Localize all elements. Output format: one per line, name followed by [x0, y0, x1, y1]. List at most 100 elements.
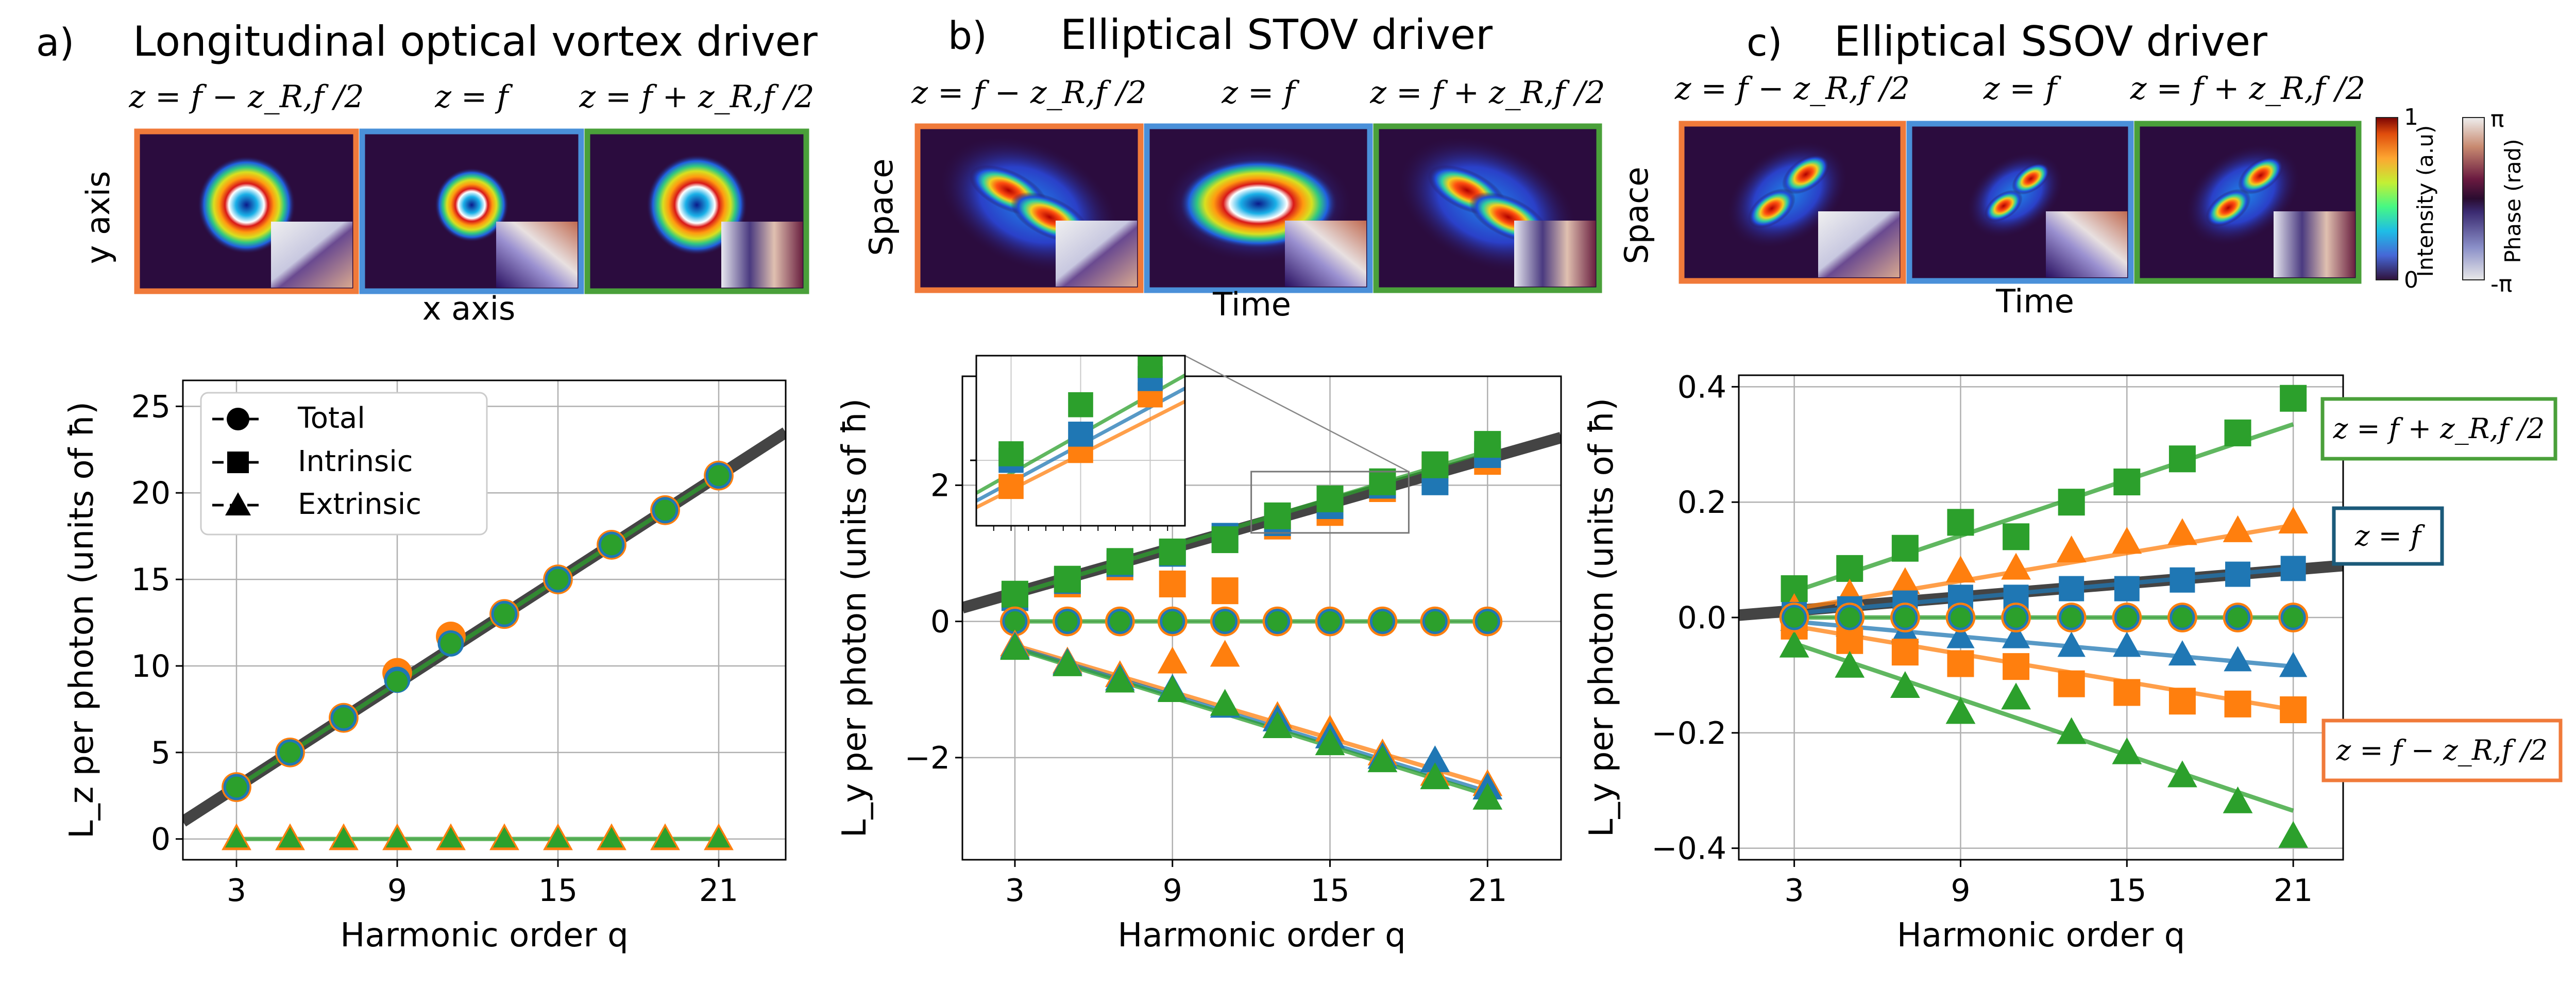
y-tick-label: 10 [131, 648, 171, 685]
legend: Total Intrinsic Extrinsic [200, 392, 488, 536]
y-tick-label: 0 [930, 604, 950, 640]
blue-extrinsic-marker [2002, 623, 2030, 648]
orange-extrinsic-marker [2056, 535, 2087, 562]
green-intrinsic-marker [1891, 535, 1919, 562]
green-extrinsic-marker [2056, 717, 2087, 744]
panel-c-space-label: Space [1618, 167, 1655, 264]
green-extrinsic-marker [707, 827, 731, 848]
green-total-marker [279, 742, 301, 763]
panel-c-letter: c) [1747, 21, 1783, 65]
green-intrinsic-marker [1421, 451, 1449, 478]
green-total-marker [386, 671, 408, 692]
panel-a-x-axis-label: x axis [422, 290, 516, 327]
blue-intrinsic-marker [2280, 556, 2306, 581]
orange-extrinsic-marker [2112, 527, 2142, 554]
orange-extrinsic-marker [1157, 646, 1188, 674]
phase-inset [1818, 211, 1900, 277]
green-extrinsic-marker [1210, 689, 1240, 716]
thumbnail-label: z = f [1983, 71, 2062, 107]
green-total-marker [547, 569, 569, 590]
fit-line-orange [1793, 523, 2294, 611]
phase-inset [1514, 221, 1596, 287]
green-extrinsic-marker [2112, 737, 2142, 764]
thumbnail-b-2: z = f [1144, 75, 1373, 293]
phase-inset [271, 222, 352, 288]
phase-inset [2046, 211, 2127, 277]
green-extrinsic-marker [1420, 762, 1450, 790]
legend-extrinsic-label: Extrinsic [298, 488, 421, 521]
phase-inset [1056, 221, 1137, 287]
thumbnail-label: z = f − z_R,f /2 [911, 75, 1146, 111]
green-extrinsic-marker [1890, 671, 1920, 698]
y-axis-label: L_z per photon (units of ħ) [63, 402, 101, 839]
y-tick-label: 15 [131, 562, 171, 598]
x-tick-label: 21 [699, 873, 738, 909]
intensity-min-label: 0 [2404, 267, 2418, 293]
panel-b-space-label: Space [862, 159, 900, 256]
orange-intrinsic-marker [1211, 577, 1239, 605]
orange-intrinsic-marker [2280, 696, 2307, 724]
zoom-connector [1184, 355, 1409, 473]
green-total-marker [1319, 611, 1341, 632]
orange-extrinsic-marker [1210, 640, 1240, 667]
callout-blue: z = f [2332, 506, 2444, 566]
green-extrinsic-marker [600, 827, 623, 848]
thumbnail-label: z = f [434, 79, 513, 115]
green-total-marker [654, 499, 676, 521]
green-total-marker [1895, 607, 1916, 628]
inset-green-marker [1138, 356, 1163, 378]
green-total-marker [2006, 607, 2026, 628]
green-intrinsic-marker [2113, 469, 2141, 496]
green-extrinsic-marker [2167, 760, 2197, 788]
green-extrinsic-marker [2278, 821, 2309, 848]
blue-extrinsic-marker [2168, 640, 2197, 666]
x-tick-label: 15 [2107, 873, 2146, 909]
fit-line-orange [1014, 643, 1488, 787]
green-total-marker [2283, 607, 2303, 628]
green-extrinsic-marker [2001, 682, 2031, 710]
phase-label: Phase (rad) [2500, 139, 2526, 263]
x-tick-label: 9 [1163, 873, 1182, 909]
green-intrinsic-marker [1159, 538, 1186, 565]
x-tick-label: 21 [1468, 873, 1507, 909]
x-tick-label: 9 [387, 873, 407, 909]
x-tick-label: 15 [1310, 873, 1349, 909]
phase-inset [721, 222, 803, 288]
orange-extrinsic-marker [2167, 518, 2197, 545]
y-axis-label: L_y per photon (units of ħ) [1583, 398, 1621, 837]
orange-intrinsic-marker [2003, 653, 2030, 680]
x-tick-label: 9 [1951, 873, 1970, 909]
thumbnail-c-3: z = f + z_R,f /2 [2130, 71, 2365, 284]
green-total-marker [2116, 607, 2138, 628]
y-axis-label: L_y per photon (units of ħ) [836, 398, 874, 838]
green-total-marker [2172, 607, 2193, 628]
green-intrinsic-marker [2280, 385, 2307, 412]
green-extrinsic-marker [225, 827, 248, 848]
inset-plot [970, 355, 1186, 531]
panel-b-letter: b) [948, 14, 987, 58]
y-tick-label: −2 [905, 740, 950, 776]
green-total-marker [1477, 611, 1498, 632]
phase-colorbar: π -π Phase (rad) [2462, 106, 2526, 297]
fit-line-blue [1794, 566, 2294, 616]
blue-extrinsic-marker [2279, 652, 2308, 677]
panel-a-letter: a) [36, 21, 74, 65]
blue-intrinsic-marker [2170, 567, 2195, 593]
thumbnail-label: z = f − z_R,f /2 [1674, 71, 1910, 107]
blue-extrinsic-marker [2224, 646, 2252, 672]
orange-intrinsic-marker [1891, 639, 1919, 666]
phase-inset [1285, 221, 1366, 287]
green-total-marker [1057, 611, 1078, 632]
orange-extrinsic-marker [1890, 567, 1920, 594]
green-extrinsic-marker [653, 827, 677, 848]
legend-frame [200, 392, 488, 536]
green-intrinsic-marker [1264, 502, 1291, 529]
y-tick-label: 20 [131, 475, 171, 511]
green-total-marker [2061, 607, 2082, 628]
green-intrinsic-marker [1001, 580, 1028, 608]
orange-intrinsic-marker [2224, 690, 2251, 717]
orange-intrinsic-marker [1947, 650, 1974, 677]
green-extrinsic-marker [1000, 633, 1030, 660]
plot-frame [182, 379, 787, 861]
panel-a-title: Longitudinal optical vortex driver [133, 18, 818, 65]
